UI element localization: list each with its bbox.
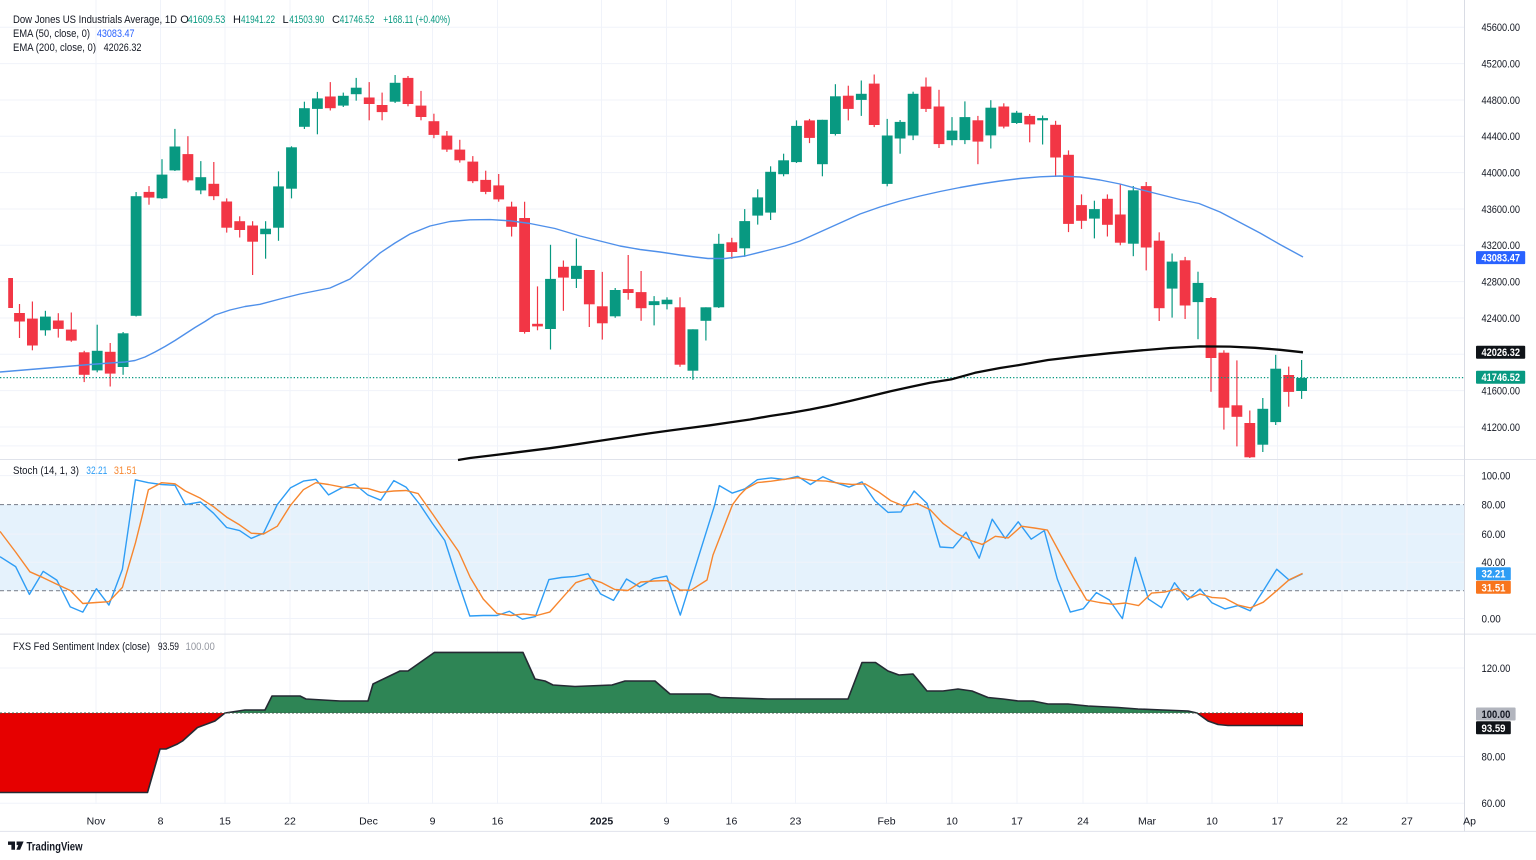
svg-text:TradingView: TradingView xyxy=(27,840,84,854)
svg-text:60.00: 60.00 xyxy=(1482,798,1506,810)
svg-text:44000.00: 44000.00 xyxy=(1482,168,1521,180)
svg-text:Ap: Ap xyxy=(1463,816,1476,828)
svg-text:0.00: 0.00 xyxy=(1482,613,1501,625)
svg-text:10: 10 xyxy=(1206,816,1218,828)
svg-text:EMA (200, close, 0)42026.32: EMA (200, close, 0) 42026.32 xyxy=(13,42,142,54)
svg-text:17: 17 xyxy=(1011,816,1023,828)
svg-text:24: 24 xyxy=(1077,816,1089,828)
svg-text:8: 8 xyxy=(158,816,164,828)
svg-text:Dec: Dec xyxy=(359,816,378,828)
svg-text:43083.47: 43083.47 xyxy=(1482,253,1521,265)
svg-text:41200.00: 41200.00 xyxy=(1482,422,1521,434)
svg-text:43200.00: 43200.00 xyxy=(1482,240,1521,252)
svg-text:120.00: 120.00 xyxy=(1482,663,1511,675)
svg-text:42400.00: 42400.00 xyxy=(1482,313,1521,325)
svg-text:100.00: 100.00 xyxy=(1482,709,1511,721)
svg-text:16: 16 xyxy=(492,816,504,828)
svg-text:22: 22 xyxy=(1336,816,1348,828)
svg-text:2025: 2025 xyxy=(590,816,614,828)
svg-text:22: 22 xyxy=(284,816,296,828)
svg-text:44400.00: 44400.00 xyxy=(1482,131,1521,143)
svg-text:Dow Jones US Industrials Avera: Dow Jones US Industrials Average, 1D O416… xyxy=(13,14,450,26)
svg-text:100.00: 100.00 xyxy=(1482,471,1511,483)
svg-text:Nov: Nov xyxy=(87,816,106,828)
svg-text:Mar: Mar xyxy=(1138,816,1157,828)
svg-text:42800.00: 42800.00 xyxy=(1482,277,1521,289)
svg-text:60.00: 60.00 xyxy=(1482,529,1506,541)
svg-text:15: 15 xyxy=(219,816,231,828)
svg-text:80.00: 80.00 xyxy=(1482,500,1506,512)
svg-text:41746.52: 41746.52 xyxy=(1482,372,1521,384)
svg-text:31.51: 31.51 xyxy=(1482,582,1506,594)
svg-text:EMA (50, close, 0)43083.47: EMA (50, close, 0) 43083.47 xyxy=(13,28,135,40)
svg-text:45600.00: 45600.00 xyxy=(1482,22,1521,34)
svg-text:80.00: 80.00 xyxy=(1482,751,1506,763)
svg-text:44800.00: 44800.00 xyxy=(1482,95,1521,107)
svg-text:23: 23 xyxy=(790,816,802,828)
svg-text:32.21: 32.21 xyxy=(1482,569,1506,581)
svg-text:9: 9 xyxy=(664,816,670,828)
svg-text:FXS Fed Sentiment Index (close: FXS Fed Sentiment Index (close) 93.59 100.… xyxy=(13,641,215,653)
svg-text:10: 10 xyxy=(946,816,958,828)
svg-text:27: 27 xyxy=(1401,816,1413,828)
svg-text:Feb: Feb xyxy=(877,816,895,828)
svg-text:9: 9 xyxy=(430,816,436,828)
svg-text:40.00: 40.00 xyxy=(1482,557,1506,569)
svg-text:45200.00: 45200.00 xyxy=(1482,59,1521,71)
svg-text:93.59: 93.59 xyxy=(1482,723,1506,735)
svg-text:43600.00: 43600.00 xyxy=(1482,204,1521,216)
svg-text:17: 17 xyxy=(1272,816,1284,828)
svg-text:41600.00: 41600.00 xyxy=(1482,386,1521,398)
svg-text:16: 16 xyxy=(726,816,738,828)
svg-text:42026.32: 42026.32 xyxy=(1482,347,1521,359)
